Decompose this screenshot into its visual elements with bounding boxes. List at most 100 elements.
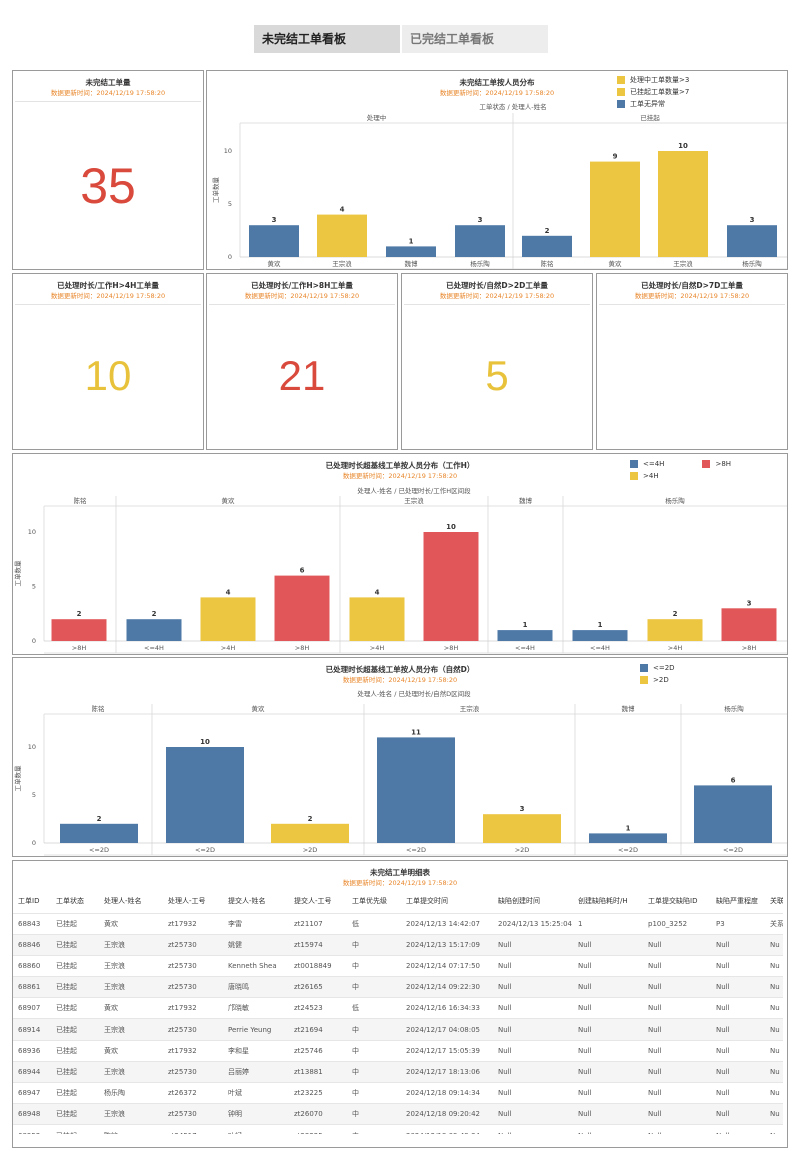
table-vertical-scrollbar[interactable] — [787, 913, 788, 1133]
kpi-value: 35 — [80, 158, 136, 214]
column-header[interactable]: 工单状态 — [56, 896, 84, 905]
bar[interactable] — [522, 235, 572, 257]
x-tick-label: >2D — [303, 846, 318, 854]
data-label: 4 — [375, 588, 380, 596]
bar[interactable] — [317, 214, 367, 257]
bar[interactable] — [423, 532, 479, 641]
table-cell: 中 — [347, 1039, 401, 1062]
column-header[interactable]: 工单提交时间 — [406, 896, 448, 905]
bar[interactable] — [590, 161, 640, 257]
x-tick-label: <=2D — [723, 846, 743, 854]
bar[interactable] — [166, 747, 244, 843]
x-tick-label: 王宗浪 — [673, 259, 693, 268]
bar[interactable] — [200, 597, 256, 641]
table-cell: 姚健 — [223, 933, 289, 956]
bar[interactable] — [572, 630, 628, 641]
legend-item[interactable]: <=4H >8H — [630, 458, 731, 470]
table-cell: 叶斌 — [223, 1124, 289, 1134]
table-cell: Null — [573, 976, 643, 998]
legend-item[interactable]: <=2D — [640, 662, 675, 674]
legend-item[interactable]: 已挂起工单数量>7 — [617, 86, 689, 98]
table-cell: 2024/12/14 07:17:50 — [401, 954, 493, 977]
tab-unfinished-tickets[interactable]: 未完结工单看板 — [254, 25, 400, 53]
legend-item[interactable]: >2D — [640, 674, 675, 686]
bar[interactable] — [694, 785, 772, 843]
column-header[interactable]: 处理人-姓名 — [104, 896, 142, 905]
data-label: 4 — [340, 206, 345, 214]
bar[interactable] — [126, 619, 182, 641]
table-row[interactable]: 68860 已挂起 王宗浪 zt25730 Kenneth Shea zt0018849 中… — [13, 954, 783, 977]
table-cell: 低 — [347, 912, 401, 935]
table-cell: Null — [643, 1103, 711, 1125]
table-cell: 中 — [347, 1060, 401, 1083]
bar[interactable] — [386, 246, 436, 257]
bar[interactable] — [249, 225, 299, 257]
column-header[interactable]: 缺陷创建时间 — [498, 896, 540, 905]
column-header[interactable]: 关联 — [770, 896, 783, 905]
bar[interactable] — [483, 814, 561, 843]
table-row[interactable]: 68846 已挂起 王宗浪 zt25730 姚健 zt15974 中 2024/12/13 1… — [13, 933, 783, 956]
table-row[interactable]: 68843 已挂起 黄欢 zt17932 李雷 zt21107 低 2024/12/13 14… — [13, 912, 783, 935]
table-cell: 2024/12/13 14:42:07 — [401, 912, 493, 935]
bar[interactable] — [60, 823, 138, 843]
column-header[interactable]: 处理人-工号 — [168, 896, 206, 905]
legend-item[interactable]: 工单无异常 — [617, 98, 689, 110]
table-row[interactable]: 68947 已挂起 杨乐陶 zt26372 叶斌 zt23225 中 2024/12/18 0… — [13, 1081, 783, 1104]
bar[interactable] — [271, 823, 349, 843]
table-row[interactable]: 68861 已挂起 王宗浪 zt25730 唐晓鸣 zt26165 中 2024/12/14 … — [13, 976, 783, 998]
detail-table-viewport[interactable]: 工单ID 工单状态 处理人-姓名 处理人-工号 提交人-姓名 提交人-工号 工单优先级 工单提… — [13, 889, 783, 1134]
table-cell: 关系 — [765, 912, 783, 935]
bar[interactable] — [589, 833, 667, 843]
column-header[interactable]: 创建缺陷耗时/H — [578, 896, 628, 905]
chart-dimension-label: 处理人-姓名 / 已处理时长/工作H区间段 — [357, 486, 471, 495]
y-axis-title: 工单数量 — [13, 765, 22, 792]
column-header[interactable]: 工单ID — [18, 896, 40, 905]
column-header[interactable]: 缺陷严重程度 — [716, 896, 758, 905]
bar[interactable] — [349, 597, 405, 641]
table-cell: zt26070 — [289, 1103, 347, 1125]
group-header-label: 陈铭 — [74, 496, 87, 505]
column-header[interactable]: 工单优先级 — [352, 896, 387, 905]
table-cell: zt24517 — [163, 1124, 223, 1134]
table-cell: 中 — [347, 1081, 401, 1104]
data-label: 2 — [97, 815, 102, 823]
legend-label: >4H — [643, 472, 659, 480]
bar[interactable] — [377, 737, 455, 843]
chart-title: 已处理时长超基线工单按人员分布（工作H） — [325, 461, 475, 470]
kpi-value: 10 — [84, 352, 132, 399]
column-header[interactable]: 提交人-姓名 — [228, 896, 266, 905]
table-row[interactable]: 68914 已挂起 王宗浪 zt25730 Perrie Yeung zt21694 中 20… — [13, 1018, 783, 1041]
table-row[interactable]: 68936 已挂起 黄欢 zt17932 李和星 zt25746 中 2024/12/17 1… — [13, 1039, 783, 1062]
table-row[interactable]: 68907 已挂起 黄欢 zt17932 邝晓敏 zt24523 低 2024/12/16 1… — [13, 997, 783, 1019]
group-header-label: 王宗浪 — [460, 704, 480, 713]
tab-finished-tickets[interactable]: 已完结工单看板 — [402, 25, 548, 53]
y-tick-label: 5 — [228, 200, 232, 208]
bar[interactable] — [497, 630, 553, 641]
table-row[interactable]: 68944 已挂起 王宗浪 zt25730 吕丽婷 zt13881 中 2024/12/17 … — [13, 1060, 783, 1083]
bar[interactable] — [647, 619, 703, 641]
table-cell: Nu — [765, 954, 783, 977]
chart-panel-work-hours: 已处理时长超基线工单按人员分布（工作H） 数据更新时间：2024/12/19 1… — [12, 453, 788, 655]
bar[interactable] — [721, 608, 777, 641]
bar[interactable] — [455, 225, 505, 257]
table-cell: zt15974 — [289, 933, 347, 956]
table-cell: Null — [711, 933, 765, 956]
legend-item[interactable]: 处理中工单数量>3 — [617, 74, 689, 86]
table-cell: zt23225 — [289, 1124, 347, 1134]
legend-item[interactable]: >4H — [630, 470, 731, 482]
table-cell: zt0018849 — [289, 954, 347, 977]
table-title: 未完结工单明细表 — [370, 868, 430, 877]
table-row[interactable]: 68952已挂起陈铭zt24517叶斌zt23225中2024/12/18 09… — [13, 1124, 783, 1134]
table-row[interactable]: 68948 已挂起 王宗浪 zt25730 钟明 zt26070 中 2024/12/18 0… — [13, 1103, 783, 1125]
data-label: 6 — [300, 567, 305, 575]
bar[interactable] — [658, 151, 708, 257]
bar[interactable] — [51, 619, 107, 641]
bar[interactable] — [274, 575, 330, 641]
x-tick-label: 杨乐陶 — [470, 259, 490, 268]
column-header[interactable]: 提交人-工号 — [294, 896, 332, 905]
chart-dimension-label: 工单状态 / 处理人-姓名 — [479, 102, 546, 111]
column-header[interactable]: 工单提交缺陷ID — [648, 896, 698, 905]
legend-label: 已挂起工单数量>7 — [630, 88, 690, 96]
table-cell: Null — [711, 1018, 765, 1041]
bar[interactable] — [727, 225, 777, 257]
